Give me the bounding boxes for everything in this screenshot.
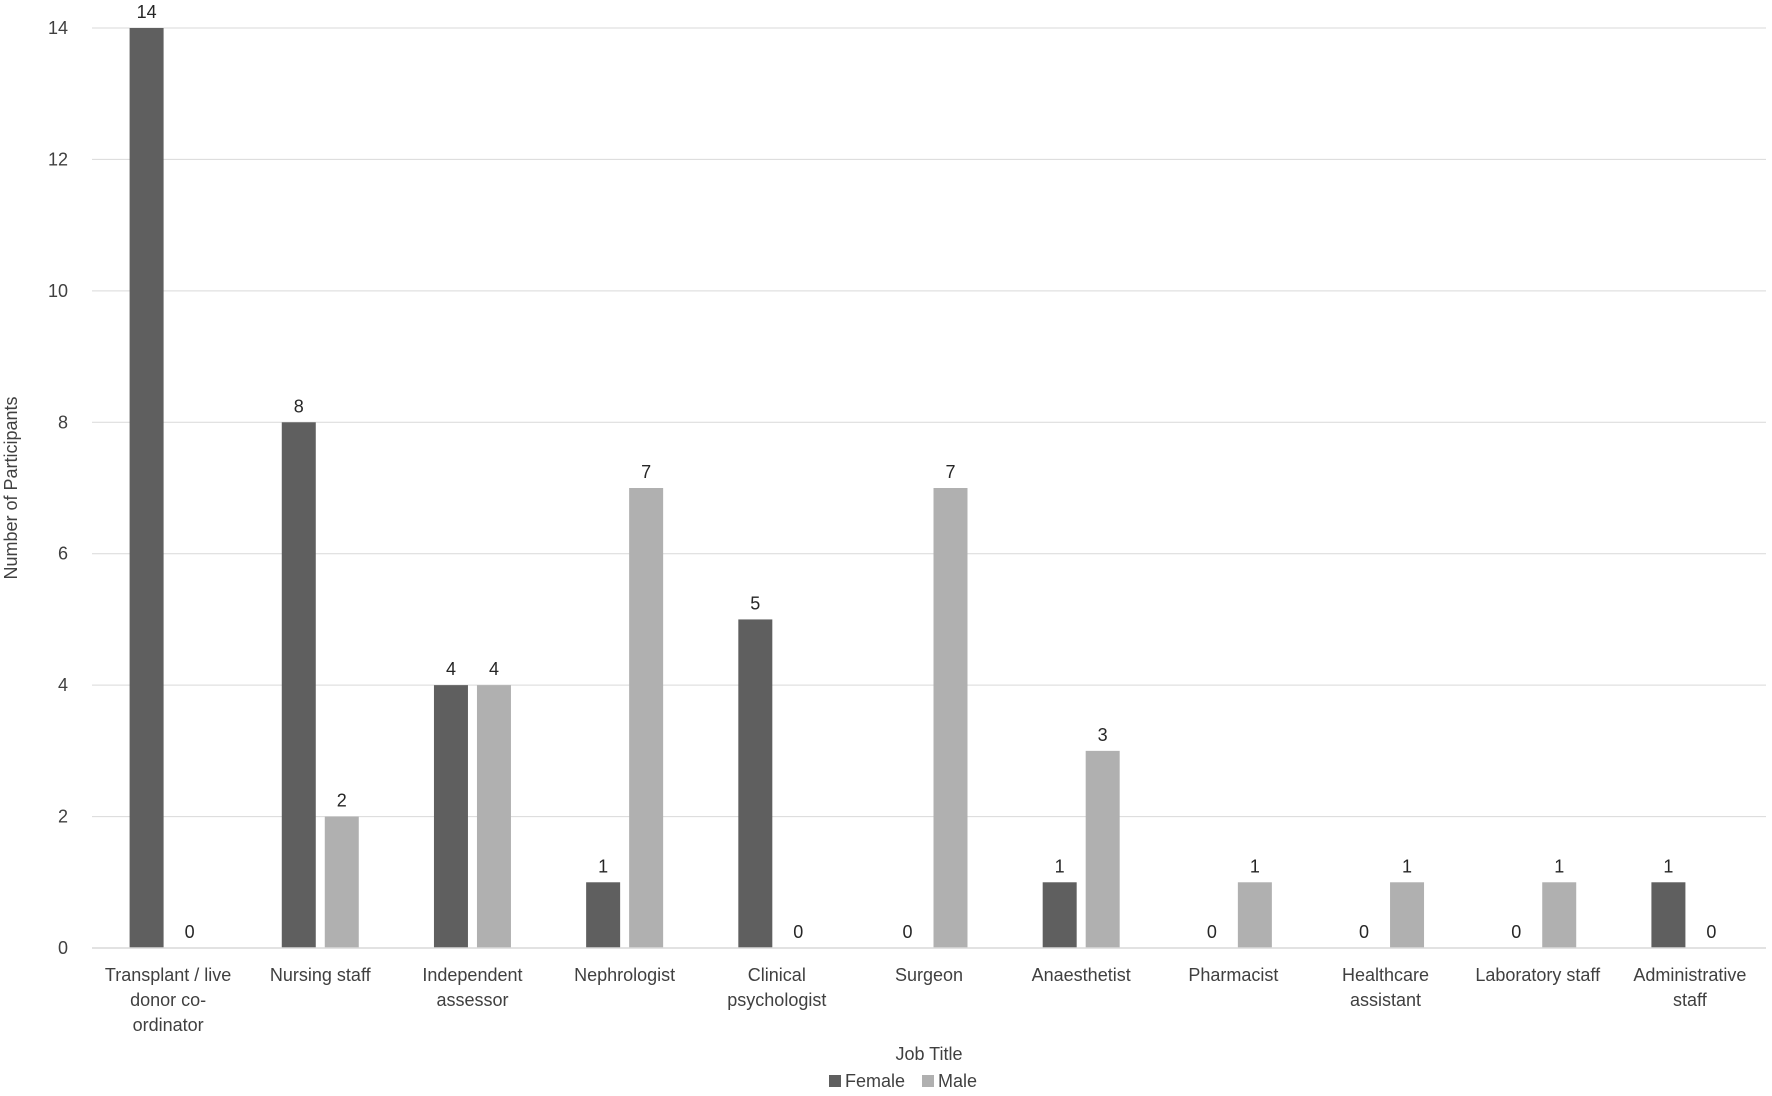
data-label: 1	[1055, 856, 1065, 876]
data-label: 5	[750, 593, 760, 613]
y-tick-label: 4	[58, 675, 68, 695]
data-label: 7	[945, 462, 955, 482]
x-category-label: Clinical	[748, 965, 806, 985]
bar-male	[629, 488, 664, 948]
x-category-label: assistant	[1350, 990, 1421, 1010]
x-category-label: Anaesthetist	[1032, 965, 1131, 985]
y-tick-label: 12	[48, 149, 68, 169]
x-category-label: Healthcare	[1342, 965, 1429, 985]
legend: Female Male	[829, 1071, 977, 1091]
x-category-label: Nursing staff	[270, 965, 372, 985]
y-axis-ticks: 0 2 4 6 8 10 12 14	[48, 18, 68, 958]
data-label: 0	[1706, 922, 1716, 942]
data-label: 0	[793, 922, 803, 942]
bars	[129, 28, 1686, 948]
bar-female	[281, 422, 316, 948]
bar-male	[1237, 882, 1272, 948]
y-tick-label: 8	[58, 412, 68, 432]
data-label: 1	[1663, 856, 1673, 876]
x-axis-title: Job Title	[895, 1044, 962, 1064]
bar-male	[1085, 750, 1120, 948]
bar-female	[738, 619, 773, 948]
y-tick-label: 2	[58, 807, 68, 827]
data-label: 1	[1554, 856, 1564, 876]
y-tick-label: 0	[58, 938, 68, 958]
x-category-label: Pharmacist	[1188, 965, 1278, 985]
bar-male	[1542, 882, 1577, 948]
x-category-label: Administrative	[1633, 965, 1746, 985]
x-category-label: ordinator	[133, 1015, 204, 1035]
x-category-label: Independent	[422, 965, 522, 985]
data-label: 3	[1098, 725, 1108, 745]
x-category-label: psychologist	[727, 990, 826, 1010]
x-category-label: assessor	[436, 990, 508, 1010]
data-label: 7	[641, 462, 651, 482]
data-label: 8	[294, 396, 304, 416]
data-label: 0	[185, 922, 195, 942]
x-category-label: staff	[1673, 990, 1708, 1010]
bar-male	[933, 488, 968, 948]
data-labels: 14 0 8 2 4 4 1 7 5 0 0 7 1 3 0 1 0 1 0 1 1 0	[137, 2, 1717, 942]
bar-female	[129, 28, 164, 948]
bar-female	[1651, 882, 1686, 948]
data-label: 4	[446, 659, 456, 679]
legend-swatch-male	[922, 1075, 934, 1087]
data-label: 0	[1511, 922, 1521, 942]
legend-swatch-female	[829, 1075, 841, 1087]
data-label: 1	[1250, 856, 1260, 876]
data-label: 2	[337, 791, 347, 811]
x-category-label: Laboratory staff	[1475, 965, 1601, 985]
bar-female	[1042, 882, 1077, 948]
data-label: 1	[1402, 856, 1412, 876]
x-category-label: Transplant / live	[105, 965, 231, 985]
bar-male	[324, 816, 359, 948]
data-label: 14	[137, 2, 157, 22]
y-axis-title: Number of Participants	[1, 396, 21, 579]
data-label: 1	[598, 856, 608, 876]
x-category-label: donor co-	[130, 990, 206, 1010]
data-label: 0	[1207, 922, 1217, 942]
data-label: 4	[489, 659, 499, 679]
bar-male	[1390, 882, 1425, 948]
y-tick-label: 14	[48, 18, 68, 38]
legend-label: Male	[938, 1071, 977, 1091]
data-label: 0	[1359, 922, 1369, 942]
y-tick-label: 6	[58, 544, 68, 564]
legend-label: Female	[845, 1071, 905, 1091]
data-label: 0	[902, 922, 912, 942]
x-axis-categories: Transplant / live donor co-ordinator Nursi…	[105, 965, 1747, 1035]
gridlines	[92, 27, 1766, 818]
y-tick-label: 10	[48, 281, 68, 301]
bar-female	[586, 882, 621, 948]
bar-male	[476, 685, 511, 948]
x-category-label: Nephrologist	[574, 965, 675, 985]
bar-female	[433, 685, 468, 948]
x-category-label: Surgeon	[895, 965, 963, 985]
